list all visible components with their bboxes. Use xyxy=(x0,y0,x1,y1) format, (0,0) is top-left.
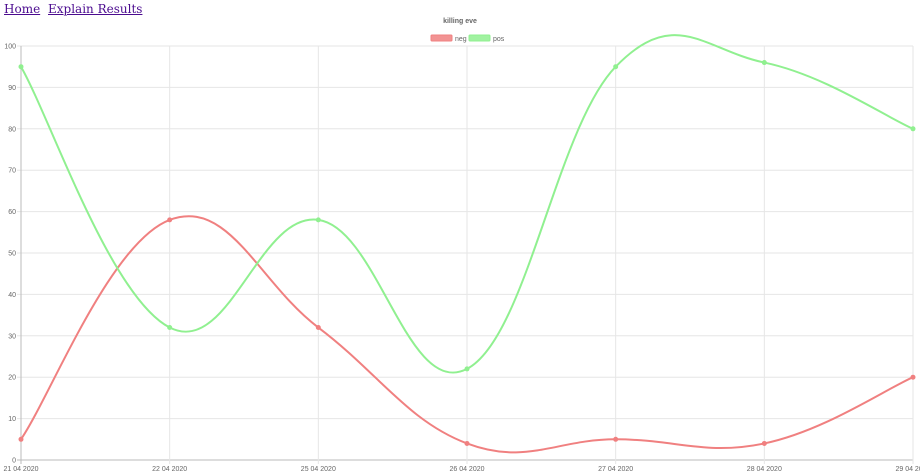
data-point-neg xyxy=(464,440,470,446)
data-point-neg xyxy=(315,325,321,331)
x-tick-label: 26 04 2020 xyxy=(449,466,484,473)
data-point-neg xyxy=(613,436,619,442)
legend-item-neg[interactable]: neg xyxy=(430,34,467,43)
explain-results-link[interactable]: Explain Results xyxy=(48,2,143,16)
x-tick-label: 25 04 2020 xyxy=(301,466,336,473)
series-points xyxy=(18,60,916,446)
data-point-pos xyxy=(18,64,24,70)
data-point-pos xyxy=(761,60,767,66)
legend-swatch-neg xyxy=(430,34,453,42)
y-tick-label: 50 xyxy=(8,251,16,258)
legend-item-pos[interactable]: pos xyxy=(468,34,505,43)
series-line-neg xyxy=(20,215,914,454)
data-point-neg xyxy=(761,440,767,446)
x-tick-label: 21 04 2020 xyxy=(3,466,38,473)
top-nav: Home Explain Results xyxy=(4,2,146,16)
y-tick-label: 20 xyxy=(8,375,16,382)
chart-title: killing eve xyxy=(443,18,477,25)
legend-label-pos: pos xyxy=(493,36,505,43)
x-tick-label: 29 04 2020 xyxy=(895,466,920,473)
legend: neg pos xyxy=(430,34,505,43)
legend-label-neg: neg xyxy=(455,36,467,43)
x-tick-label: 28 04 2020 xyxy=(747,466,782,473)
y-tick-label: 80 xyxy=(8,126,16,133)
x-axis-ticks: 21 04 2020 22 04 2020 25 04 2020 26 04 2020… xyxy=(3,466,920,473)
y-tick-label: 70 xyxy=(8,168,16,175)
data-point-neg xyxy=(910,374,916,380)
y-tick-label: 60 xyxy=(8,209,16,216)
x-tick-label: 27 04 2020 xyxy=(598,466,633,473)
y-tick-label: 90 xyxy=(8,85,16,92)
data-point-pos xyxy=(910,126,916,132)
y-tick-label: 10 xyxy=(8,416,16,423)
data-point-pos xyxy=(613,64,619,70)
chart-grid xyxy=(17,45,914,464)
x-tick-label: 22 04 2020 xyxy=(152,466,187,473)
home-link[interactable]: Home xyxy=(4,2,41,16)
data-point-pos xyxy=(167,325,173,331)
y-tick-label: 0 xyxy=(12,458,16,465)
y-tick-label: 100 xyxy=(4,44,16,51)
data-point-neg xyxy=(18,436,24,442)
data-point-neg xyxy=(167,217,173,223)
legend-swatch-pos xyxy=(468,34,491,42)
y-axis-ticks: 0 10 20 30 40 50 60 70 80 90 100 xyxy=(4,44,16,465)
data-point-pos xyxy=(315,217,321,223)
y-tick-label: 40 xyxy=(8,292,16,299)
data-point-pos xyxy=(464,366,470,372)
y-tick-label: 30 xyxy=(8,333,16,340)
